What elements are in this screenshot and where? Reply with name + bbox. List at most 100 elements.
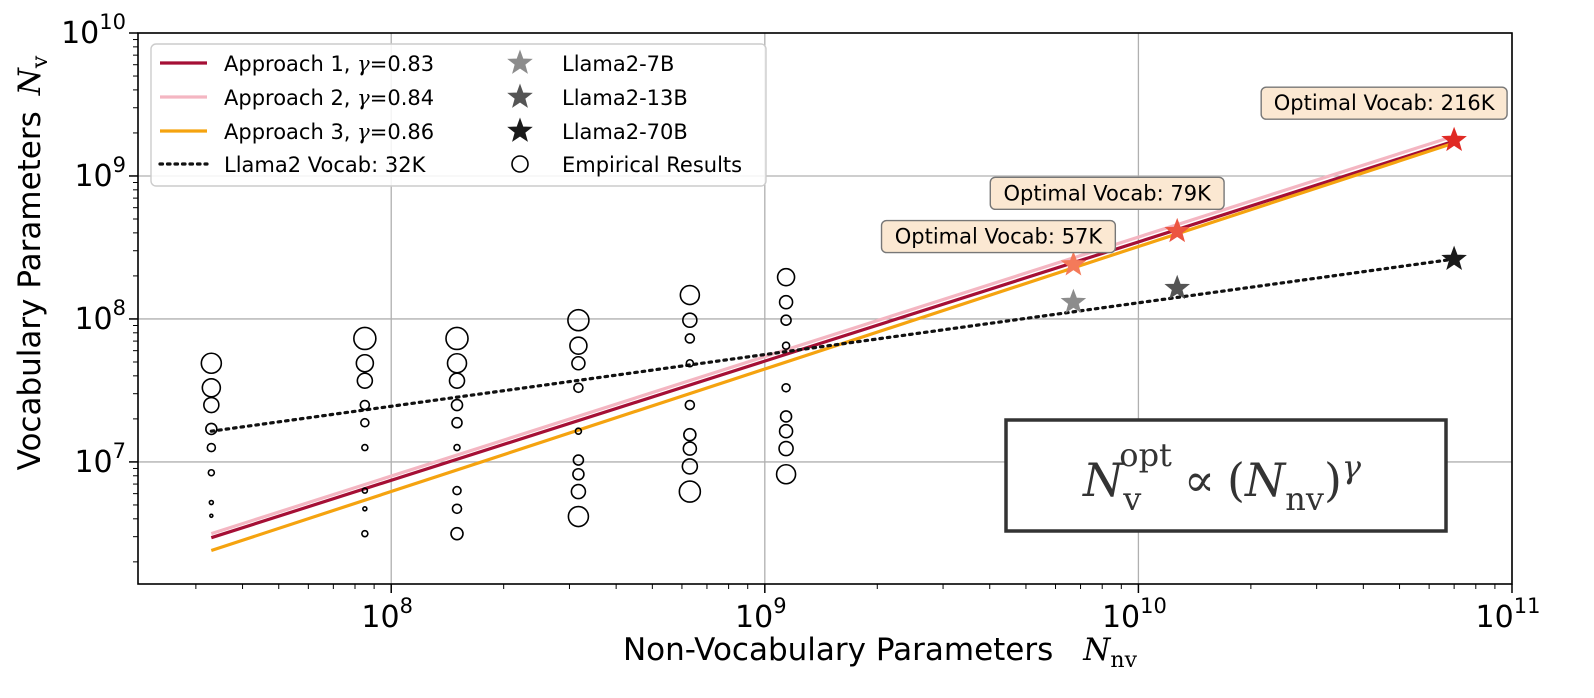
legend-star-3 [507, 117, 533, 142]
y-tick-label: 109 [74, 153, 126, 194]
series-lines [209, 134, 1456, 553]
empirical-point [450, 398, 464, 412]
empirical-point [681, 458, 699, 475]
series-line-3 [210, 141, 1455, 553]
empirical-point [359, 399, 371, 411]
legend: Approach 1, γ=0.83 Approach 2, γ=0.84 Appr… [150, 43, 767, 187]
empirical-point [574, 427, 583, 436]
empirical-point [360, 417, 370, 428]
empirical-point [779, 410, 793, 423]
empirical-point [445, 326, 469, 351]
empirical-point [778, 440, 794, 457]
empirical-point [685, 358, 695, 368]
optimal-vocab-star [1441, 126, 1467, 152]
empirical-point [569, 336, 588, 355]
empirical-point [362, 506, 368, 512]
y-tick-label: 107 [74, 439, 126, 480]
legend-model-label-2: Llama2-13B [562, 86, 688, 110]
empirical-point [209, 513, 214, 519]
legend-box [150, 43, 767, 187]
empirical-point [448, 372, 466, 389]
empirical-results [200, 267, 797, 541]
optimal-vocab-annotation-label: Optimal Vocab: 79K [1004, 181, 1213, 205]
empirical-point [573, 382, 584, 394]
empirical-point [451, 503, 463, 515]
empirical-point [682, 312, 698, 329]
empirical-point [205, 422, 218, 436]
empirical-point [778, 423, 794, 439]
optimal-vocab-star [1060, 251, 1087, 276]
legend-label-1: Approach 1, γ=0.83 [224, 52, 434, 76]
optimal-vocab-annotation-box [880, 219, 1117, 254]
annotations: Optimal Vocab: 57K Optimal Vocab: 79K Opti… [880, 86, 1508, 254]
legend-empirical-label: Empirical Results [562, 153, 742, 177]
empirical-point [353, 326, 377, 351]
empirical-point [567, 308, 590, 332]
x-tick-label: 1010 [1102, 594, 1167, 635]
empirical-point [201, 377, 222, 398]
llama-model-star [1441, 245, 1467, 270]
empirical-point [361, 443, 369, 452]
empirical-point [200, 352, 223, 375]
x-axis-label: Non-Vocabulary Parameters Nnv [623, 632, 1138, 673]
legend-label-2: Approach 2, γ=0.84 [224, 86, 434, 110]
series-line-2 [210, 134, 1455, 536]
y-tick-label: 108 [74, 296, 126, 337]
legend-star-2 [507, 83, 533, 108]
empirical-point [450, 526, 464, 541]
optimal-vocab-star [1164, 217, 1190, 243]
scaling-formula: Nvopt ∝ (Nnv)γ [1082, 436, 1362, 518]
empirical-point [781, 382, 791, 393]
empirical-point [683, 427, 697, 442]
empirical-point [679, 284, 701, 306]
x-tick-label: 108 [361, 594, 413, 635]
empirical-point [684, 399, 696, 411]
empirical-point [572, 467, 585, 481]
y-axis-label: Vocabulary ParametersNv [12, 55, 53, 470]
empirical-point [356, 372, 374, 389]
llama-model-star [1164, 274, 1190, 300]
y-tick-label: 1010 [61, 10, 126, 51]
empirical-point [781, 341, 791, 350]
formula-box: Nvopt ∝ (Nnv)γ [1004, 418, 1448, 533]
empirical-point [203, 396, 220, 414]
empirical-point [451, 416, 463, 429]
optimal-vocab-annotation-box [1260, 86, 1508, 120]
empirical-point [452, 485, 462, 496]
empirical-point [678, 480, 702, 503]
empirical-point [446, 352, 468, 374]
optimal-vocab-annotation-label: Optimal Vocab: 216K [1274, 91, 1496, 115]
legend-label-4: Llama2 Vocab: 32K [224, 153, 427, 177]
empirical-point [776, 267, 796, 287]
star-markers [1060, 126, 1467, 314]
empirical-point [453, 443, 461, 452]
legend-model-label-1: Llama2-7B [562, 52, 674, 76]
series-line-1 [210, 139, 1455, 540]
x-tick-label: 1011 [1476, 594, 1541, 635]
empirical-point [780, 314, 792, 327]
empirical-point [572, 454, 585, 466]
legend-empirical-marker [511, 155, 529, 173]
axis-ticks: 108 109 1010 1011 107 108 109 1010 [61, 10, 1540, 635]
empirical-point [206, 442, 217, 453]
empirical-point [571, 355, 586, 371]
series-line-4 [209, 257, 1456, 433]
empirical-point [208, 499, 215, 506]
plot-frame [137, 32, 1513, 585]
empirical-point [570, 483, 587, 500]
empirical-point [207, 468, 216, 477]
x-tick-label: 109 [735, 594, 787, 635]
empirical-point [682, 441, 698, 456]
empirical-point [778, 294, 794, 310]
optimal-vocab-annotation-box [989, 176, 1225, 211]
llama-model-star [1060, 288, 1087, 314]
empirical-point [355, 353, 375, 373]
empirical-point [775, 463, 797, 485]
empirical-point [361, 487, 369, 494]
empirical-point [684, 333, 696, 344]
empirical-point [361, 529, 369, 538]
empirical-point [567, 505, 590, 528]
formula-frame [1004, 418, 1448, 533]
legend-model-label-3: Llama2-70B [562, 120, 688, 144]
